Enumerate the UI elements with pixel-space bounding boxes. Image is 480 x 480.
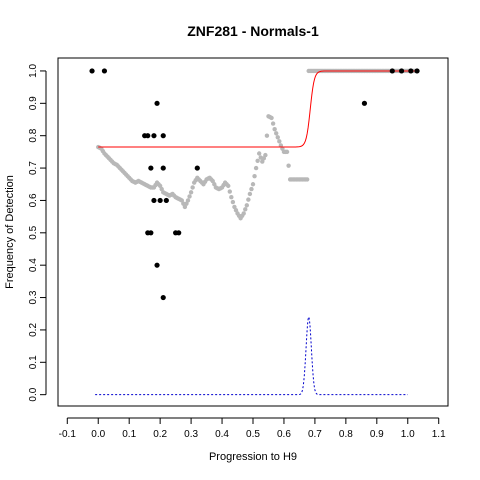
x-tick-label: 0.3 [184,429,198,440]
x-tick-label: 0.9 [370,429,384,440]
y-axis-label: Frequency of Detection [4,175,16,289]
y-tick-label: 0.5 [28,225,39,239]
running-average-point [256,151,262,156]
y-tick-label: 1.0 [28,64,39,78]
running-average-point [275,135,280,140]
x-tick-label: 0.4 [215,429,229,440]
running-average-point [190,185,195,190]
running-average-point [263,152,268,158]
running-average-point [286,163,291,168]
running-average-point [264,133,270,138]
running-average-point [269,115,274,121]
data-point [414,68,420,74]
running-average-point [250,182,256,187]
running-average-point [229,195,234,200]
data-point [408,68,414,74]
data-point [89,68,95,74]
data-point [148,165,154,171]
x-tick-label: 0.2 [153,429,167,440]
data-point [151,133,157,139]
data-point [361,100,368,106]
running-average-point [252,173,257,179]
x-tick-label: 0.1 [122,429,136,440]
y-tick-label: 0.3 [28,290,39,304]
running-average-point [226,183,231,189]
data-point [148,230,154,236]
running-average-point [304,177,310,182]
data-point [398,68,405,74]
x-tick-label: -0.1 [59,429,77,440]
data-point [145,133,151,139]
running-average-point [277,139,282,144]
density-line [95,315,408,396]
fit-layer [98,70,417,148]
x-tick-label: 0.6 [277,429,291,440]
data-point [154,262,160,268]
data-point [160,133,166,139]
x-tick-label: 0.5 [246,429,260,440]
data-point [389,68,395,74]
y-tick-label: 0.4 [28,258,39,272]
data-point [160,165,166,171]
running-average-point [253,165,259,171]
data-point [176,230,182,236]
running-average-point [187,194,192,199]
running-average-point [227,189,232,194]
running-average-point [274,131,279,136]
running-average-point [243,207,248,212]
running-average-point [241,211,246,216]
y-tick-label: 0.7 [28,161,39,175]
running-average-point [255,158,260,163]
x-tick-label: 0.7 [308,429,322,440]
data-point [154,100,160,106]
running-average-point [244,203,250,208]
running-average-point [185,198,191,203]
y-axis: 0.0 0.1 0.2 0.3 0.4 0.5 0.6 0.7 0.8 0.9 1.0 [28,64,47,402]
x-tick-label: 1.1 [432,429,446,440]
y-tick-label: 0.9 [28,96,39,110]
density-layer [95,315,408,396]
fit-line [98,70,417,148]
y-tick-label: 0.2 [28,323,39,337]
points-layer [89,68,420,301]
running-average-point [284,149,290,155]
x-axis-label: Progression to H9 [209,451,297,463]
y-tick-label: 0.6 [28,193,39,207]
x-tick-label: 0.8 [339,429,353,440]
x-tick-label: 0.0 [91,429,105,440]
data-point [101,68,108,74]
data-point [157,197,163,204]
running-average-point [230,199,236,205]
running-average-point [188,190,194,195]
running-average-point [246,197,251,202]
plot-frame [57,57,449,407]
y-tick-label: 0.1 [28,355,39,369]
data-point [160,294,166,301]
y-tick-label: 0.0 [28,387,39,401]
data-point [151,197,157,204]
data-point [163,197,169,204]
running-average-point [272,127,277,132]
x-tick-label: 1.0 [401,429,415,440]
running-average-point [249,186,254,192]
running-average-layer [96,68,420,221]
chart-title: ZNF281 - Normals-1 [187,23,319,39]
data-point [194,165,200,171]
running-average-point [247,191,253,197]
running-average-point [270,121,276,126]
x-axis: -0.1 0.0 0.1 0.2 0.3 0.4 0.5 0.6 0.7 0.8 0.9 1.0 1.1 [59,417,446,440]
y-tick-label: 0.8 [28,128,39,142]
